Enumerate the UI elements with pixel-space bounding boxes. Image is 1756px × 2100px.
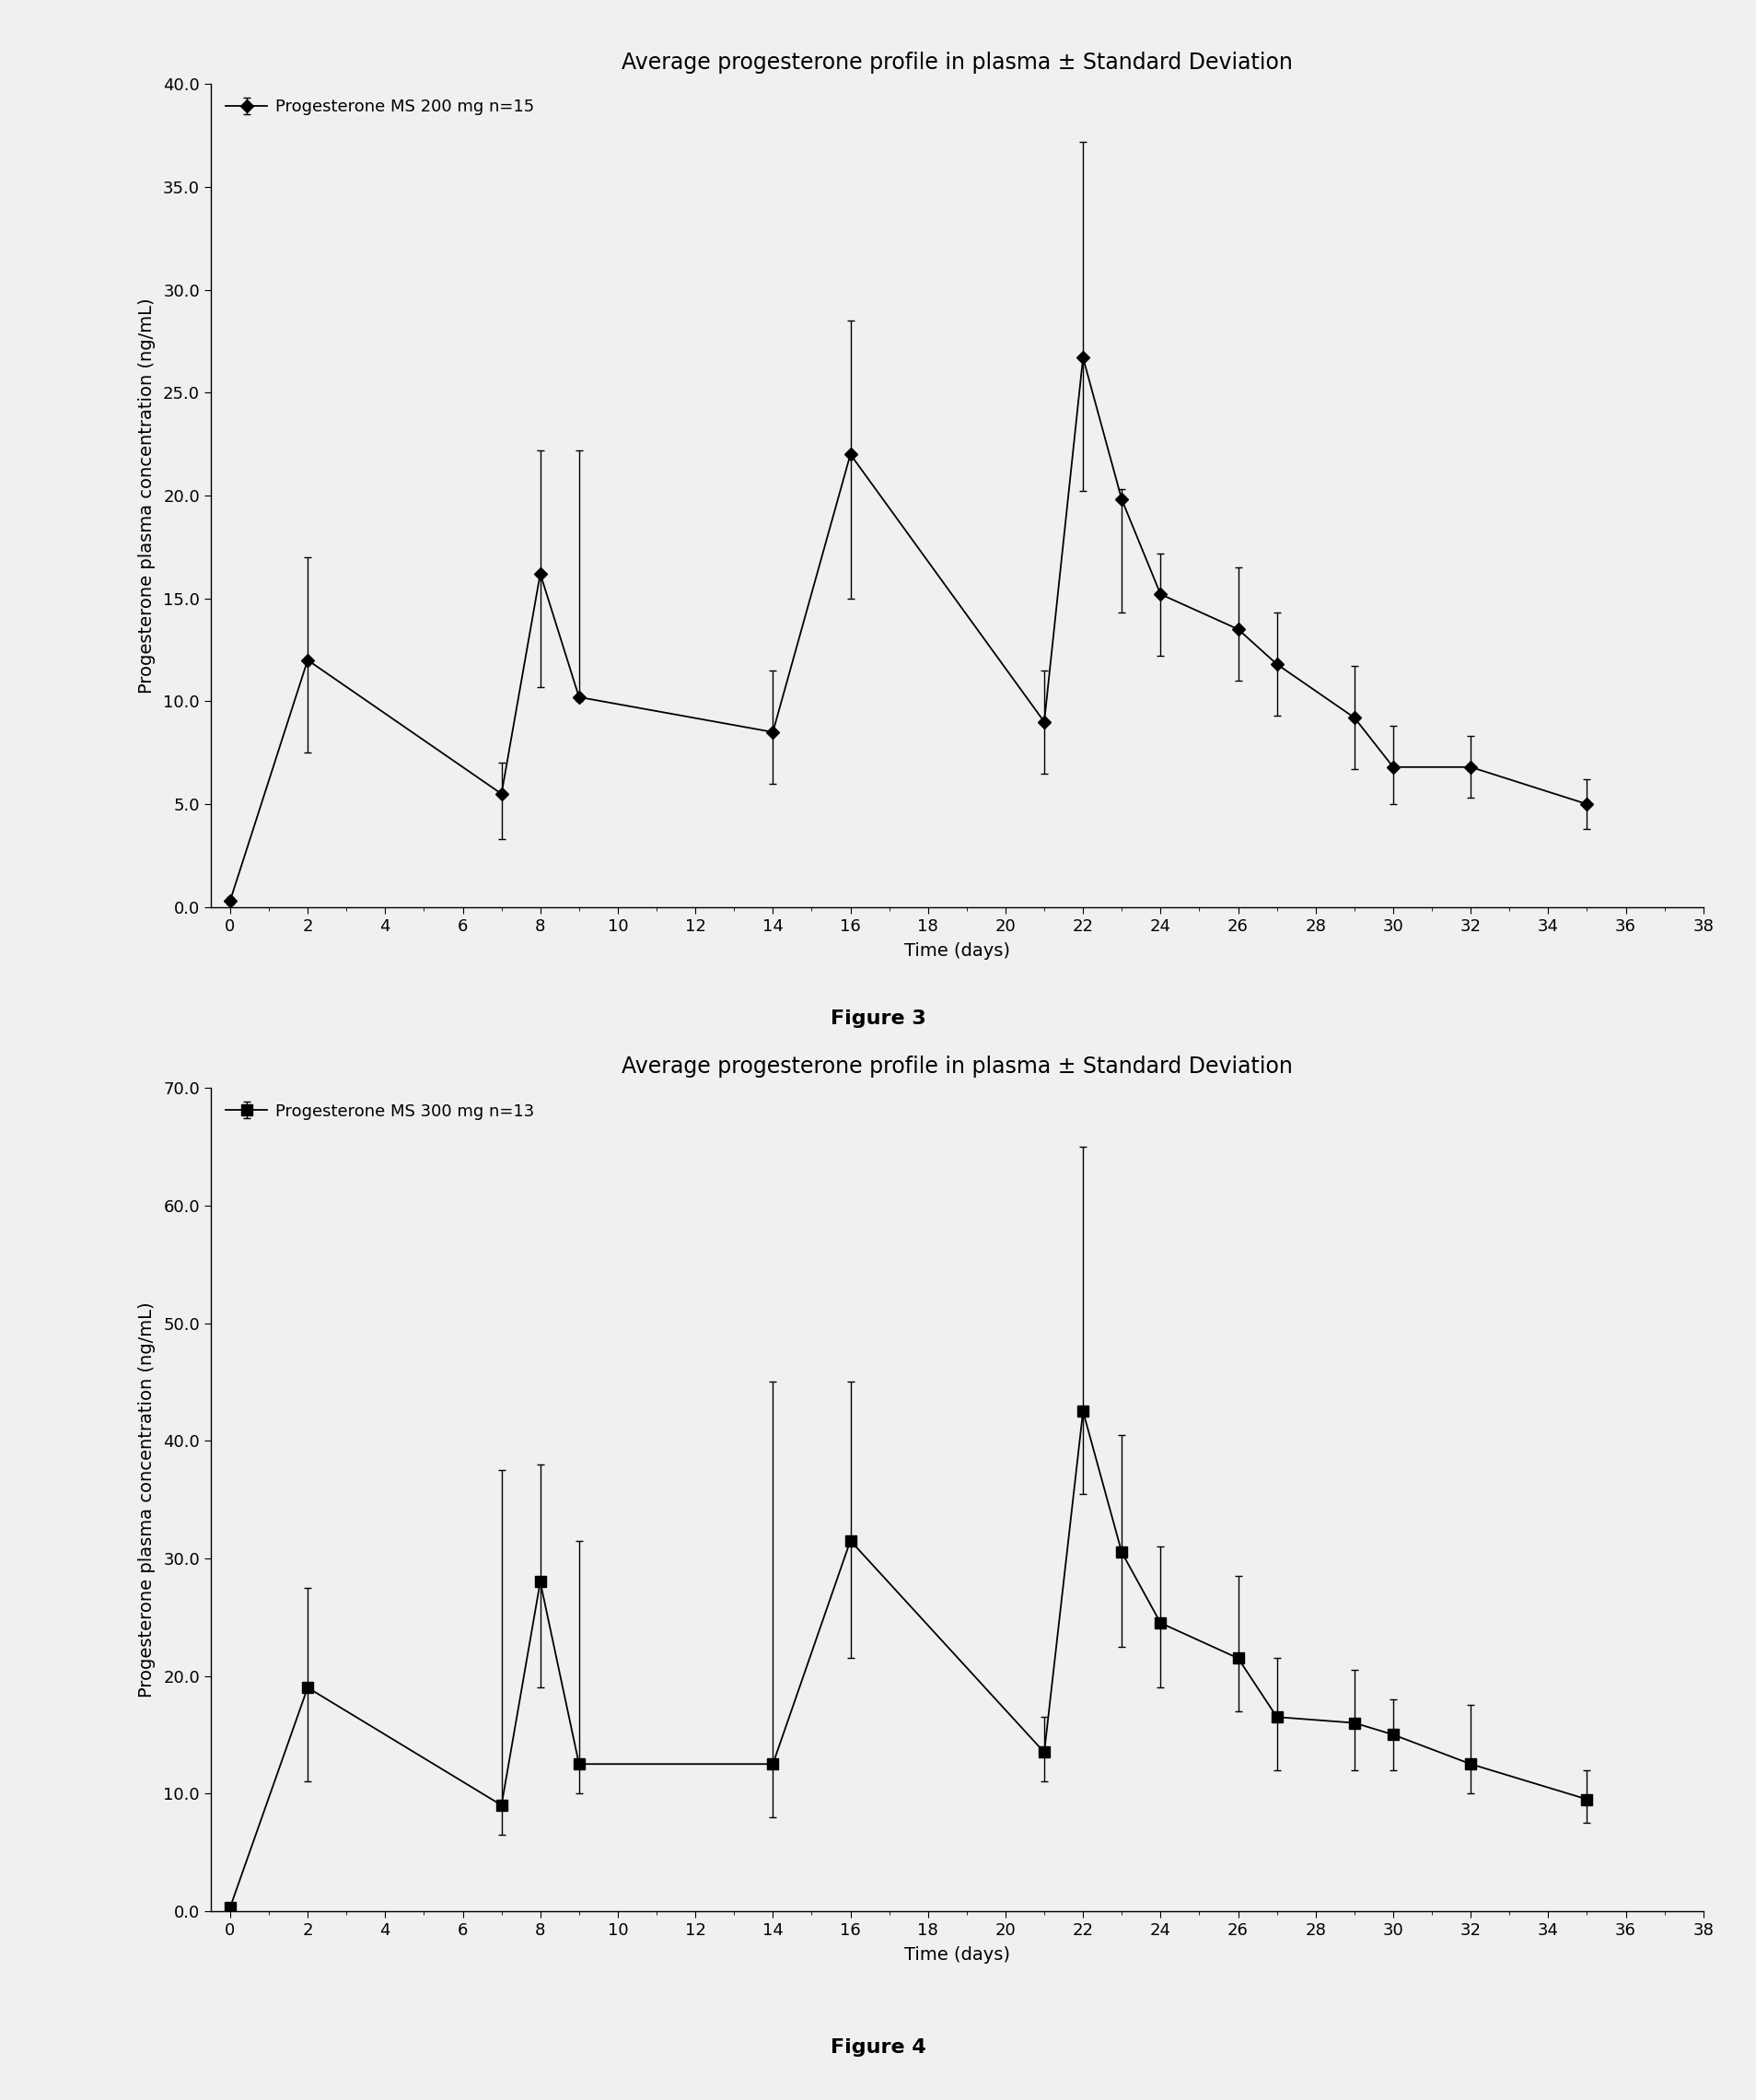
- Y-axis label: Progesterone plasma concentration (ng/mL): Progesterone plasma concentration (ng/mL…: [139, 1302, 156, 1697]
- Title: Average progesterone profile in plasma ± Standard Deviation: Average progesterone profile in plasma ±…: [622, 1054, 1292, 1077]
- Title: Average progesterone profile in plasma ± Standard Deviation: Average progesterone profile in plasma ±…: [622, 50, 1292, 74]
- Y-axis label: Progesterone plasma concentration (ng/mL): Progesterone plasma concentration (ng/mL…: [139, 298, 155, 693]
- Legend: Progesterone MS 200 mg n=15: Progesterone MS 200 mg n=15: [220, 92, 541, 122]
- Text: Figure 3: Figure 3: [831, 1010, 925, 1027]
- X-axis label: Time (days): Time (days): [904, 1947, 1010, 1964]
- X-axis label: Time (days): Time (days): [904, 943, 1010, 960]
- Text: Figure 4: Figure 4: [831, 2039, 925, 2056]
- Legend: Progesterone MS 300 mg n=13: Progesterone MS 300 mg n=13: [220, 1096, 541, 1126]
